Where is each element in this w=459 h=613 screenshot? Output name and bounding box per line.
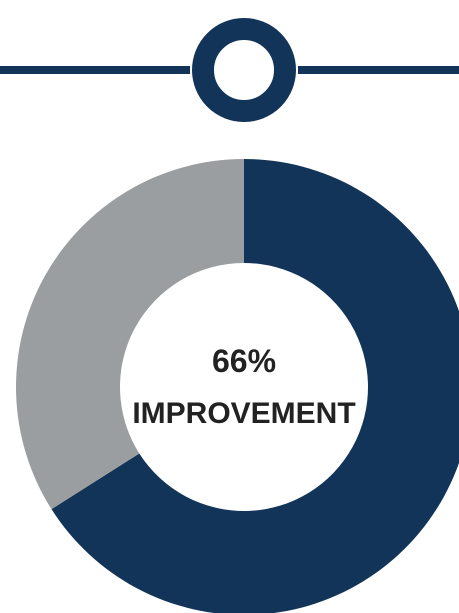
percent-value-label: 66%: [212, 343, 276, 379]
ring-on-line-icon: [192, 18, 296, 122]
donut-chart: [15, 159, 459, 613]
donut-slice-remainder: [15, 159, 244, 510]
donut-slice-improvement: [51, 159, 459, 613]
header-divider-right: [298, 66, 459, 74]
improvement-caption-label: IMPROVEMENT: [132, 397, 355, 430]
header-ornament: [0, 18, 459, 122]
donut-center-label: 66% IMPROVEMENT: [132, 343, 355, 430]
header-divider-left: [0, 66, 190, 74]
